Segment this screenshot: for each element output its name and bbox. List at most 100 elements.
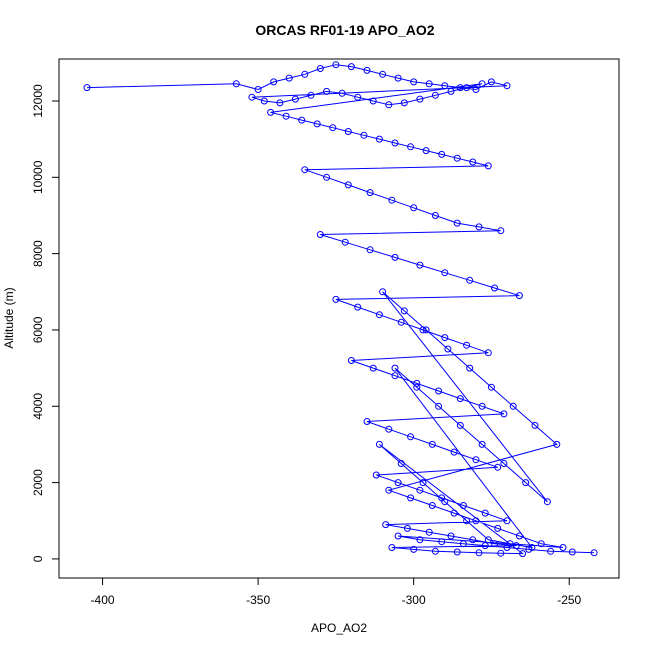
- data-point: [450, 509, 458, 517]
- data-point: [369, 364, 377, 372]
- data-point: [323, 87, 331, 95]
- data-point: [332, 61, 340, 69]
- data-point: [410, 545, 418, 553]
- data-point: [472, 517, 480, 525]
- data-point: [403, 524, 411, 532]
- data-point: [416, 261, 424, 269]
- x-axis-label: APO_AO2: [311, 621, 367, 635]
- data-point: [385, 101, 393, 109]
- data-point: [509, 402, 517, 410]
- data-point: [298, 116, 306, 124]
- y-tick-label: 2000: [31, 469, 45, 496]
- data-point: [425, 80, 433, 88]
- data-point: [463, 517, 471, 525]
- data-point: [559, 544, 567, 551]
- data-point: [487, 78, 495, 86]
- data-point: [472, 456, 480, 464]
- data-point: [323, 173, 331, 181]
- data-point: [379, 70, 387, 78]
- data-point: [503, 544, 511, 551]
- data-point: [347, 63, 355, 71]
- data-point: [375, 440, 383, 448]
- data-point: [307, 91, 315, 99]
- data-point: [484, 349, 492, 357]
- data-point: [428, 502, 436, 509]
- data-point: [447, 87, 455, 95]
- data-point: [270, 78, 278, 86]
- data-point: [366, 246, 374, 254]
- data-point: [416, 95, 424, 103]
- data-point: [435, 402, 443, 410]
- data-point: [466, 364, 474, 372]
- data-point: [481, 509, 489, 517]
- data-point: [438, 150, 446, 158]
- data-point: [515, 532, 523, 540]
- data-point: [447, 532, 455, 540]
- data-point: [338, 89, 346, 97]
- data-point: [388, 196, 396, 204]
- data-point: [407, 494, 415, 502]
- data-point: [276, 99, 284, 107]
- data-point: [354, 303, 362, 311]
- data-layer: [83, 61, 598, 558]
- data-point: [484, 162, 492, 170]
- data-point: [413, 379, 421, 387]
- data-point: [422, 147, 430, 155]
- x-tick-label: -250: [557, 593, 581, 607]
- data-point: [83, 84, 91, 92]
- data-point: [347, 357, 355, 364]
- data-point: [413, 383, 421, 391]
- data-point: [316, 231, 324, 238]
- data-point: [372, 471, 380, 479]
- data-point: [301, 70, 309, 78]
- data-point: [375, 135, 383, 143]
- data-point: [568, 548, 576, 556]
- data-point: [407, 433, 415, 441]
- data-point: [260, 97, 268, 105]
- data-point: [444, 345, 452, 353]
- data-point: [354, 93, 362, 101]
- data-point: [543, 498, 551, 506]
- y-tick-label: 0: [31, 555, 45, 562]
- data-point: [388, 544, 396, 551]
- data-point: [431, 91, 439, 99]
- data-point: [519, 550, 527, 558]
- data-point: [416, 486, 424, 494]
- data-point: [375, 311, 383, 319]
- data-point: [366, 189, 374, 197]
- data-point: [537, 540, 545, 548]
- data-point: [431, 547, 439, 555]
- data-point: [484, 536, 492, 544]
- data-point: [463, 341, 471, 349]
- data-point: [363, 418, 371, 425]
- data-point: [363, 66, 371, 74]
- data-point: [419, 326, 427, 334]
- data-point: [254, 86, 262, 93]
- chart-title: ORCAS RF01-19 APO_AO2: [255, 22, 434, 38]
- y-tick-label: 6000: [31, 316, 45, 343]
- data-point: [481, 542, 489, 550]
- data-point: [291, 95, 299, 103]
- data-point: [512, 542, 520, 550]
- data-point: [407, 143, 415, 151]
- data-point: [500, 410, 508, 418]
- data-point: [478, 440, 486, 448]
- data-point: [497, 227, 505, 235]
- series-line: [86, 64, 595, 555]
- x-axis: -400 -350 -300 -250: [91, 577, 582, 607]
- data-point: [441, 82, 449, 90]
- data-point: [410, 78, 418, 86]
- data-point: [450, 448, 458, 456]
- data-point: [316, 65, 324, 72]
- data-point: [248, 93, 256, 101]
- data-point: [394, 532, 402, 540]
- data-point: [422, 326, 430, 334]
- y-tick-label: 12000: [31, 84, 45, 118]
- data-point: [456, 421, 464, 429]
- data-point: [441, 498, 449, 506]
- data-point: [553, 440, 561, 448]
- y-tick-label: 4000: [31, 393, 45, 420]
- data-point: [369, 97, 377, 105]
- data-point: [391, 364, 399, 372]
